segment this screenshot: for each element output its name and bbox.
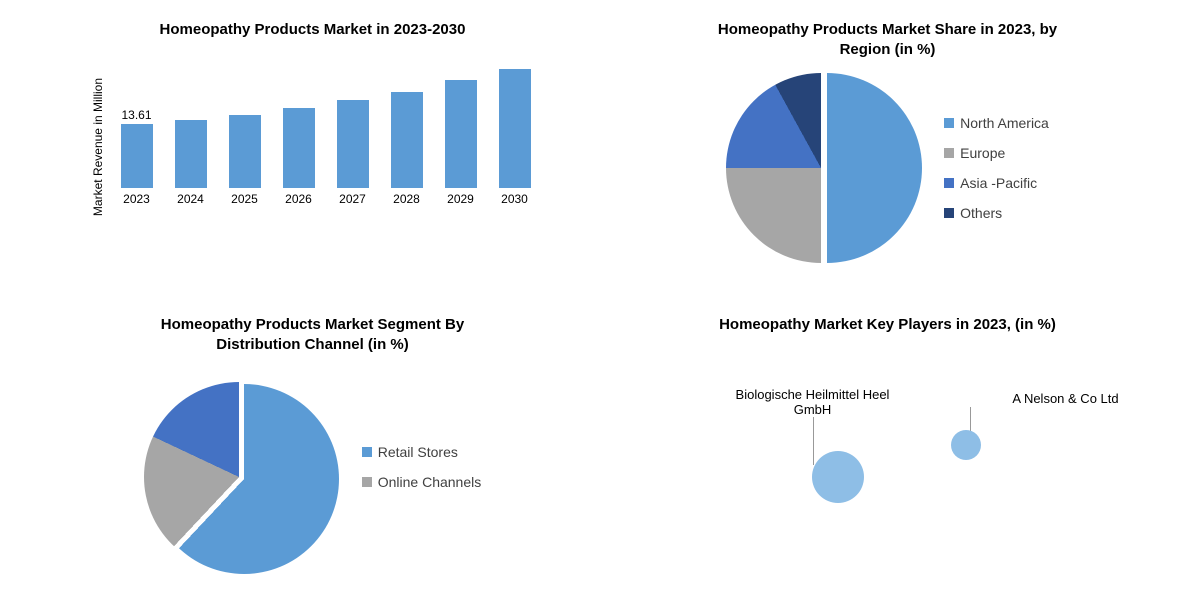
bar bbox=[337, 100, 369, 188]
legend-item: Retail Stores bbox=[362, 444, 482, 460]
legend-label: Europe bbox=[960, 145, 1005, 161]
bar bbox=[229, 115, 261, 187]
bar-x-label: 2023 bbox=[117, 192, 157, 206]
bubble-label: A Nelson & Co Ltd bbox=[996, 391, 1136, 407]
region-pie bbox=[726, 73, 916, 263]
bar-x-label: 2026 bbox=[279, 192, 319, 206]
dist-pie-panel: Homeopathy Products Market Segment By Di… bbox=[30, 315, 595, 600]
bar-area: 13.61 bbox=[109, 48, 535, 188]
legend-item: Asia -Pacific bbox=[944, 175, 1049, 191]
dist-pie bbox=[144, 382, 334, 572]
bar-plot: 13.61 2023 2024 2025 2026 2027 2028 2029 2030 bbox=[109, 48, 535, 206]
dist-pie-block: Retail Stores Online Channels bbox=[144, 362, 482, 572]
bubble-label: Biologische Heilmittel Heel GmbH bbox=[728, 387, 898, 418]
legend-swatch bbox=[944, 148, 954, 158]
bar-column bbox=[171, 104, 211, 188]
bar-column bbox=[495, 53, 535, 188]
legend-item: Europe bbox=[944, 145, 1049, 161]
bar-column bbox=[225, 99, 265, 187]
legend-item: North America bbox=[944, 115, 1049, 131]
bar-column bbox=[441, 64, 481, 187]
bar-x-label: 2027 bbox=[333, 192, 373, 206]
bar bbox=[391, 92, 423, 188]
legend-label: Retail Stores bbox=[378, 444, 458, 460]
legend-swatch bbox=[362, 477, 372, 487]
bubble-chart-panel: Homeopathy Market Key Players in 2023, (… bbox=[605, 315, 1170, 600]
bar bbox=[499, 69, 531, 188]
bar-y-axis-label: Market Revenue in Million bbox=[91, 48, 105, 216]
dist-legend: Retail Stores Online Channels bbox=[362, 444, 482, 490]
legend-swatch bbox=[944, 118, 954, 128]
legend-item: Others bbox=[944, 205, 1049, 221]
bar-column: 13.61 bbox=[117, 108, 157, 188]
bar-x-labels: 2023 2024 2025 2026 2027 2028 2029 2030 bbox=[109, 192, 535, 206]
region-pie-title: Homeopathy Products Market Share in 2023… bbox=[698, 20, 1078, 59]
bar-column bbox=[279, 92, 319, 187]
bar-chart-title: Homeopathy Products Market in 2023-2030 bbox=[160, 20, 466, 40]
bubble bbox=[951, 430, 981, 460]
bubble-chart-title: Homeopathy Market Key Players in 2023, (… bbox=[719, 315, 1056, 335]
region-pie-block: North America Europe Asia -Pacific Others bbox=[726, 73, 1049, 263]
bar-x-label: 2028 bbox=[387, 192, 427, 206]
bubble bbox=[812, 451, 864, 503]
bar-value-label: 13.61 bbox=[121, 108, 151, 122]
bar-chart-wrap: Market Revenue in Million 13.61 2023 2024… bbox=[91, 48, 535, 216]
legend-swatch bbox=[362, 447, 372, 457]
legend-swatch bbox=[944, 178, 954, 188]
bar-column bbox=[387, 76, 427, 188]
region-pie-panel: Homeopathy Products Market Share in 2023… bbox=[605, 20, 1170, 305]
bar bbox=[175, 120, 207, 188]
bar bbox=[121, 124, 153, 188]
pie-exploded-slice bbox=[149, 384, 339, 574]
legend-item: Online Channels bbox=[362, 474, 482, 490]
bar-chart-panel: Homeopathy Products Market in 2023-2030 … bbox=[30, 20, 595, 305]
bar bbox=[445, 80, 477, 187]
legend-label: Online Channels bbox=[378, 474, 482, 490]
leader-line bbox=[813, 417, 814, 465]
bar bbox=[283, 108, 315, 187]
dist-pie-title: Homeopathy Products Market Segment By Di… bbox=[123, 315, 503, 354]
bubble-area: Biologische Heilmittel Heel GmbH A Nelson… bbox=[638, 347, 1138, 507]
bar-x-label: 2025 bbox=[225, 192, 265, 206]
region-legend: North America Europe Asia -Pacific Others bbox=[944, 115, 1049, 221]
bar-x-label: 2024 bbox=[171, 192, 211, 206]
bar-x-label: 2030 bbox=[495, 192, 535, 206]
legend-label: North America bbox=[960, 115, 1049, 131]
bar-x-label: 2029 bbox=[441, 192, 481, 206]
legend-label: Others bbox=[960, 205, 1002, 221]
bar-column bbox=[333, 84, 373, 188]
pie-exploded-slice bbox=[732, 73, 922, 263]
dashboard: Homeopathy Products Market in 2023-2030 … bbox=[0, 0, 1200, 600]
legend-swatch bbox=[944, 208, 954, 218]
legend-label: Asia -Pacific bbox=[960, 175, 1037, 191]
